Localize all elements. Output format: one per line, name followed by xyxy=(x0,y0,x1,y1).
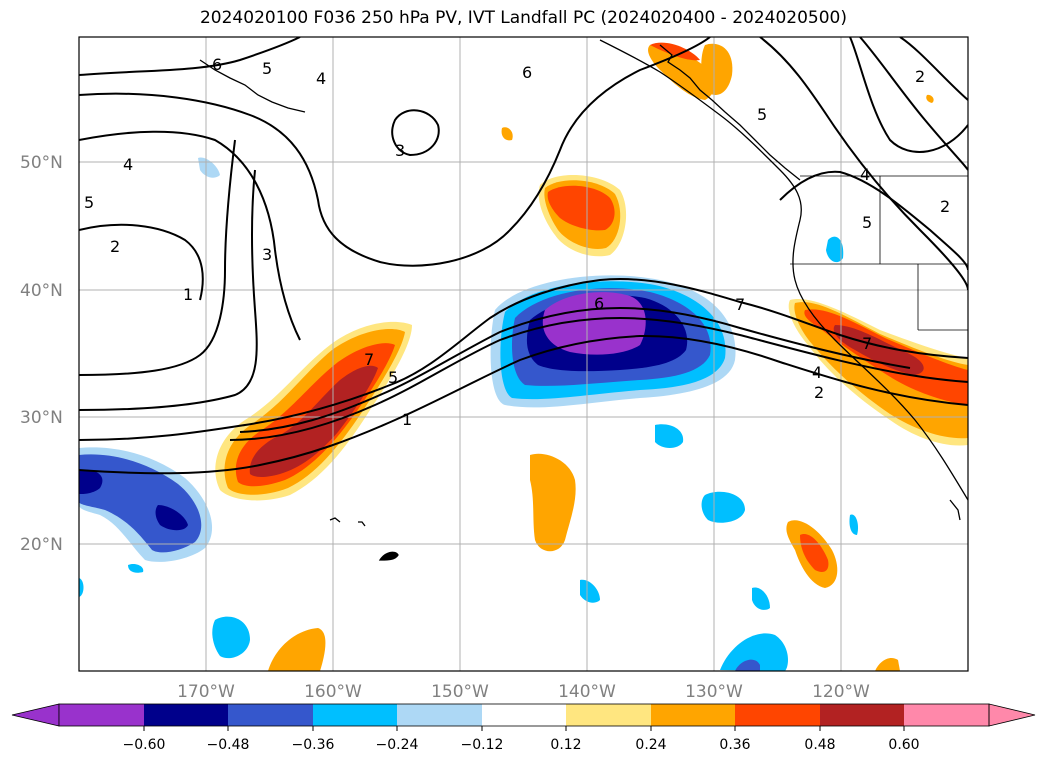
contour-label: 3 xyxy=(262,245,272,264)
colorbar-tick: −0.36 xyxy=(292,737,335,753)
lon-label: 170°W xyxy=(177,682,235,702)
colorbar-tick: −0.48 xyxy=(207,737,250,753)
contour-label: 6 xyxy=(594,294,604,313)
lon-label: 140°W xyxy=(558,682,616,702)
shaded-fields xyxy=(79,42,968,671)
contour-label: 7 xyxy=(862,334,872,353)
contour-label: 1 xyxy=(183,285,193,304)
colorbar-tick: −0.24 xyxy=(376,737,419,753)
colorbar-tick: 0.48 xyxy=(804,737,835,753)
contour-label: 5 xyxy=(84,193,94,212)
colorbar-segment xyxy=(904,704,989,726)
latitude-labels: 50°N 40°N 30°N 20°N xyxy=(20,153,63,555)
contour-labels: 6 5 4 6 3 4 5 2 3 1 6 7 7 5 1 7 4 2 2 5 … xyxy=(84,55,950,429)
contour-label: 6 xyxy=(522,63,532,82)
pos-anomaly-alaska xyxy=(648,44,716,100)
colorbar-segment xyxy=(566,704,651,726)
lon-label: 120°W xyxy=(812,682,870,702)
lat-label: 20°N xyxy=(20,535,63,555)
contour-label: 5 xyxy=(862,213,872,232)
contour-label: 4 xyxy=(123,155,133,174)
pv-contours xyxy=(79,37,968,475)
lon-label: 130°W xyxy=(685,682,743,702)
colorbar-tick: 0.36 xyxy=(719,737,750,753)
map-title: 2024020100 F036 250 hPa PV, IVT Landfall… xyxy=(199,8,847,28)
contour-label: 6 xyxy=(212,55,222,74)
colorbar-segment xyxy=(144,704,228,726)
contour-label: 4 xyxy=(316,69,326,88)
contour-label: 2 xyxy=(940,197,950,216)
contour-label: 4 xyxy=(812,363,822,382)
contour-label: 5 xyxy=(262,59,272,78)
contour-label: 4 xyxy=(860,165,870,184)
coastlines xyxy=(199,39,968,561)
longitude-labels: 170°W 160°W 150°W 140°W 130°W 120°W xyxy=(177,682,870,702)
colorbar-extend-high xyxy=(988,703,1036,727)
contour-label: 2 xyxy=(110,237,120,256)
contour-label: 5 xyxy=(388,368,398,387)
colorbar-segment xyxy=(735,704,820,726)
colorbar-segment xyxy=(397,704,482,726)
contour-label: 7 xyxy=(735,295,745,314)
contour-label: 2 xyxy=(814,383,824,402)
contour-label: 5 xyxy=(757,105,767,124)
colorbar-extend-low xyxy=(11,703,60,727)
lon-label: 150°W xyxy=(431,682,489,702)
colorbar-tick: −0.12 xyxy=(461,737,504,753)
colorbar-segment xyxy=(313,704,397,726)
colorbar-segment xyxy=(651,704,735,726)
colorbar-tick: 0.24 xyxy=(635,737,666,753)
colorbar-tick: −0.60 xyxy=(123,737,166,753)
lat-label: 40°N xyxy=(20,281,63,301)
contour-label: 1 xyxy=(402,410,412,429)
colorbar-tick: 0.12 xyxy=(550,737,581,753)
contour-label: 3 xyxy=(395,141,405,160)
contour-label: 2 xyxy=(915,67,925,86)
colorbar-segment xyxy=(482,704,566,726)
colorbar: −0.60 −0.48 −0.36 −0.24 −0.12 0.12 0.24 … xyxy=(11,703,1036,753)
lat-label: 30°N xyxy=(20,408,63,428)
colorbar-segment xyxy=(228,704,313,726)
plot-frame xyxy=(78,36,969,672)
lon-label: 160°W xyxy=(304,682,362,702)
colorbar-segment xyxy=(820,704,904,726)
contour-label: 7 xyxy=(364,350,374,369)
colorbar-tick: 0.60 xyxy=(888,737,919,753)
colorbar-segment xyxy=(59,704,144,726)
lat-label: 50°N xyxy=(20,153,63,173)
colorbar-frame xyxy=(58,703,990,727)
